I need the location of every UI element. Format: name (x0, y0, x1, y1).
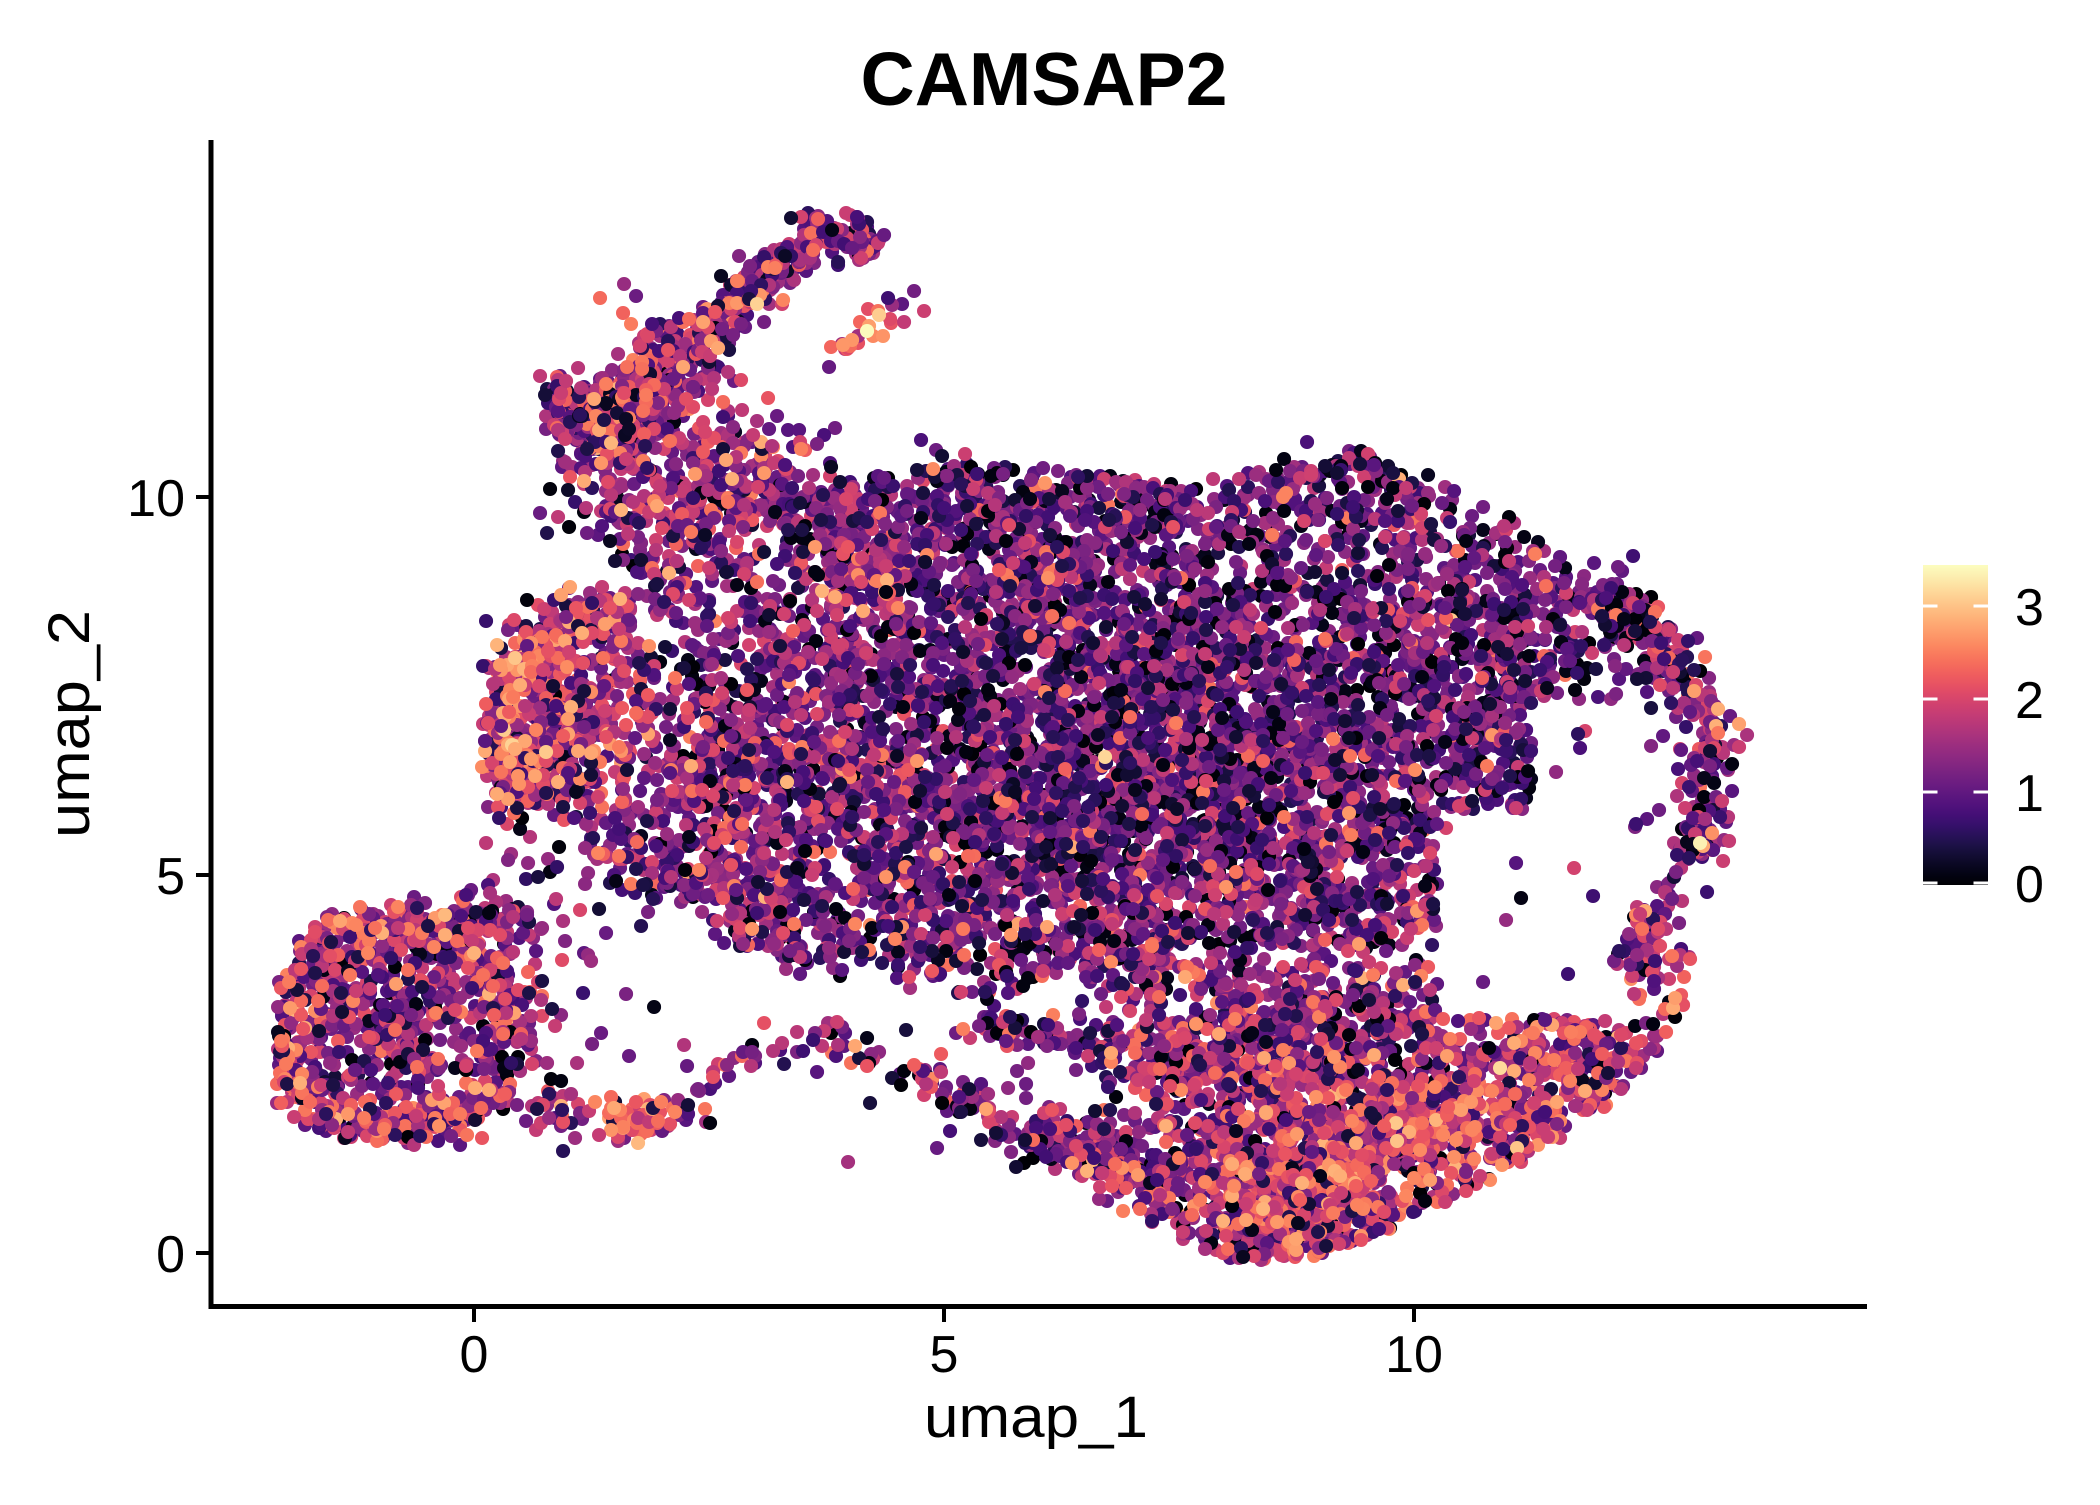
svg-text:10: 10 (127, 470, 185, 528)
svg-text:3: 3 (2015, 579, 2044, 637)
svg-text:umap_1: umap_1 (924, 1385, 1148, 1450)
svg-text:2: 2 (2015, 672, 2044, 730)
svg-text:5: 5 (156, 848, 185, 906)
svg-text:0: 0 (460, 1326, 489, 1384)
svg-text:5: 5 (930, 1326, 959, 1384)
svg-text:0: 0 (2015, 856, 2044, 914)
svg-text:CAMSAP2: CAMSAP2 (861, 37, 1228, 121)
svg-text:10: 10 (1385, 1326, 1443, 1384)
svg-text:umap_2: umap_2 (37, 610, 102, 838)
svg-text:0: 0 (156, 1226, 185, 1284)
svg-text:1: 1 (2015, 765, 2044, 823)
